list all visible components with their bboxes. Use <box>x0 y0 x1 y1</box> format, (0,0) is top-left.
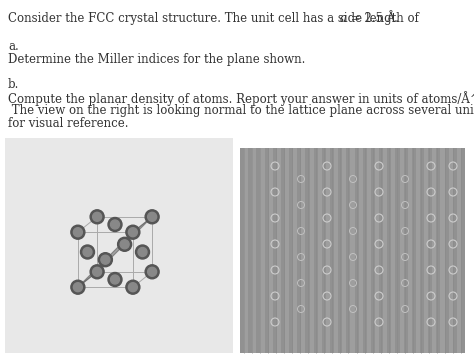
Bar <box>334 148 338 353</box>
Bar <box>367 148 371 353</box>
Bar <box>383 148 387 353</box>
Polygon shape <box>78 217 152 287</box>
Circle shape <box>90 210 104 224</box>
Bar <box>392 148 395 353</box>
Bar <box>395 148 400 353</box>
Bar <box>408 148 412 353</box>
Circle shape <box>71 280 85 294</box>
Circle shape <box>136 245 149 259</box>
Circle shape <box>101 255 110 264</box>
Text: Determine the Miller indices for the plane shown.: Determine the Miller indices for the pla… <box>8 53 305 66</box>
Bar <box>5 138 233 353</box>
Circle shape <box>73 283 82 292</box>
Bar <box>338 148 342 353</box>
Bar <box>420 148 424 353</box>
Bar <box>289 148 293 353</box>
Circle shape <box>138 248 147 257</box>
Bar <box>269 148 273 353</box>
Bar <box>371 148 375 353</box>
Bar <box>445 148 448 353</box>
Bar <box>305 148 310 353</box>
Bar <box>297 148 301 353</box>
Bar <box>277 148 281 353</box>
Bar <box>240 148 244 353</box>
Text: Consider the FCC crystal structure. The unit cell has a side length of: Consider the FCC crystal structure. The … <box>8 12 423 25</box>
Bar <box>252 148 256 353</box>
Bar <box>342 148 346 353</box>
Circle shape <box>128 228 137 237</box>
Bar <box>273 148 277 353</box>
Bar <box>350 148 355 353</box>
Bar <box>285 148 289 353</box>
Bar <box>355 148 359 353</box>
Bar <box>416 148 420 353</box>
Bar <box>428 148 432 353</box>
Bar <box>256 148 260 353</box>
Circle shape <box>110 275 119 284</box>
Bar <box>326 148 330 353</box>
Text: The view on the right is looking normal to the lattice plane across several unit: The view on the right is looking normal … <box>8 104 474 117</box>
Bar <box>330 148 334 353</box>
Circle shape <box>83 248 92 257</box>
Circle shape <box>71 225 85 239</box>
Bar <box>248 148 252 353</box>
Circle shape <box>108 273 122 287</box>
Bar <box>400 148 404 353</box>
Circle shape <box>120 240 129 249</box>
Circle shape <box>110 220 119 229</box>
Bar <box>375 148 379 353</box>
Bar <box>260 148 264 353</box>
Bar <box>359 148 363 353</box>
Bar <box>379 148 383 353</box>
Circle shape <box>90 265 104 279</box>
Text: Compute the planar density of atoms. Report your answer in units of atoms/Å^2.: Compute the planar density of atoms. Rep… <box>8 91 474 106</box>
Bar <box>404 148 408 353</box>
Bar <box>387 148 392 353</box>
Bar <box>461 148 465 353</box>
Circle shape <box>73 228 82 237</box>
Bar <box>363 148 367 353</box>
Bar <box>448 148 453 353</box>
Bar <box>412 148 416 353</box>
Circle shape <box>147 212 156 221</box>
Circle shape <box>118 237 132 251</box>
Text: b.: b. <box>8 78 19 91</box>
Bar <box>264 148 269 353</box>
Bar <box>432 148 437 353</box>
Bar <box>310 148 314 353</box>
Text: for visual reference.: for visual reference. <box>8 117 128 130</box>
Bar <box>440 148 445 353</box>
Circle shape <box>92 267 101 276</box>
Bar <box>314 148 318 353</box>
Bar <box>318 148 322 353</box>
Bar <box>424 148 428 353</box>
Text: = 2.5 Å.: = 2.5 Å. <box>347 12 399 25</box>
Circle shape <box>108 217 122 231</box>
Bar <box>244 148 248 353</box>
Bar <box>301 148 305 353</box>
Bar <box>281 148 285 353</box>
Bar <box>322 148 326 353</box>
Circle shape <box>126 280 140 294</box>
Text: a.: a. <box>8 40 19 53</box>
Bar <box>293 148 297 353</box>
Circle shape <box>147 267 156 276</box>
Circle shape <box>128 283 137 292</box>
Bar <box>457 148 461 353</box>
Bar <box>240 148 465 353</box>
Circle shape <box>145 265 159 279</box>
Circle shape <box>81 245 94 259</box>
Circle shape <box>145 210 159 224</box>
Bar <box>453 148 457 353</box>
Circle shape <box>99 253 112 267</box>
Bar <box>437 148 440 353</box>
Bar <box>346 148 350 353</box>
Circle shape <box>126 225 140 239</box>
Text: a: a <box>340 12 347 25</box>
Circle shape <box>92 212 101 221</box>
